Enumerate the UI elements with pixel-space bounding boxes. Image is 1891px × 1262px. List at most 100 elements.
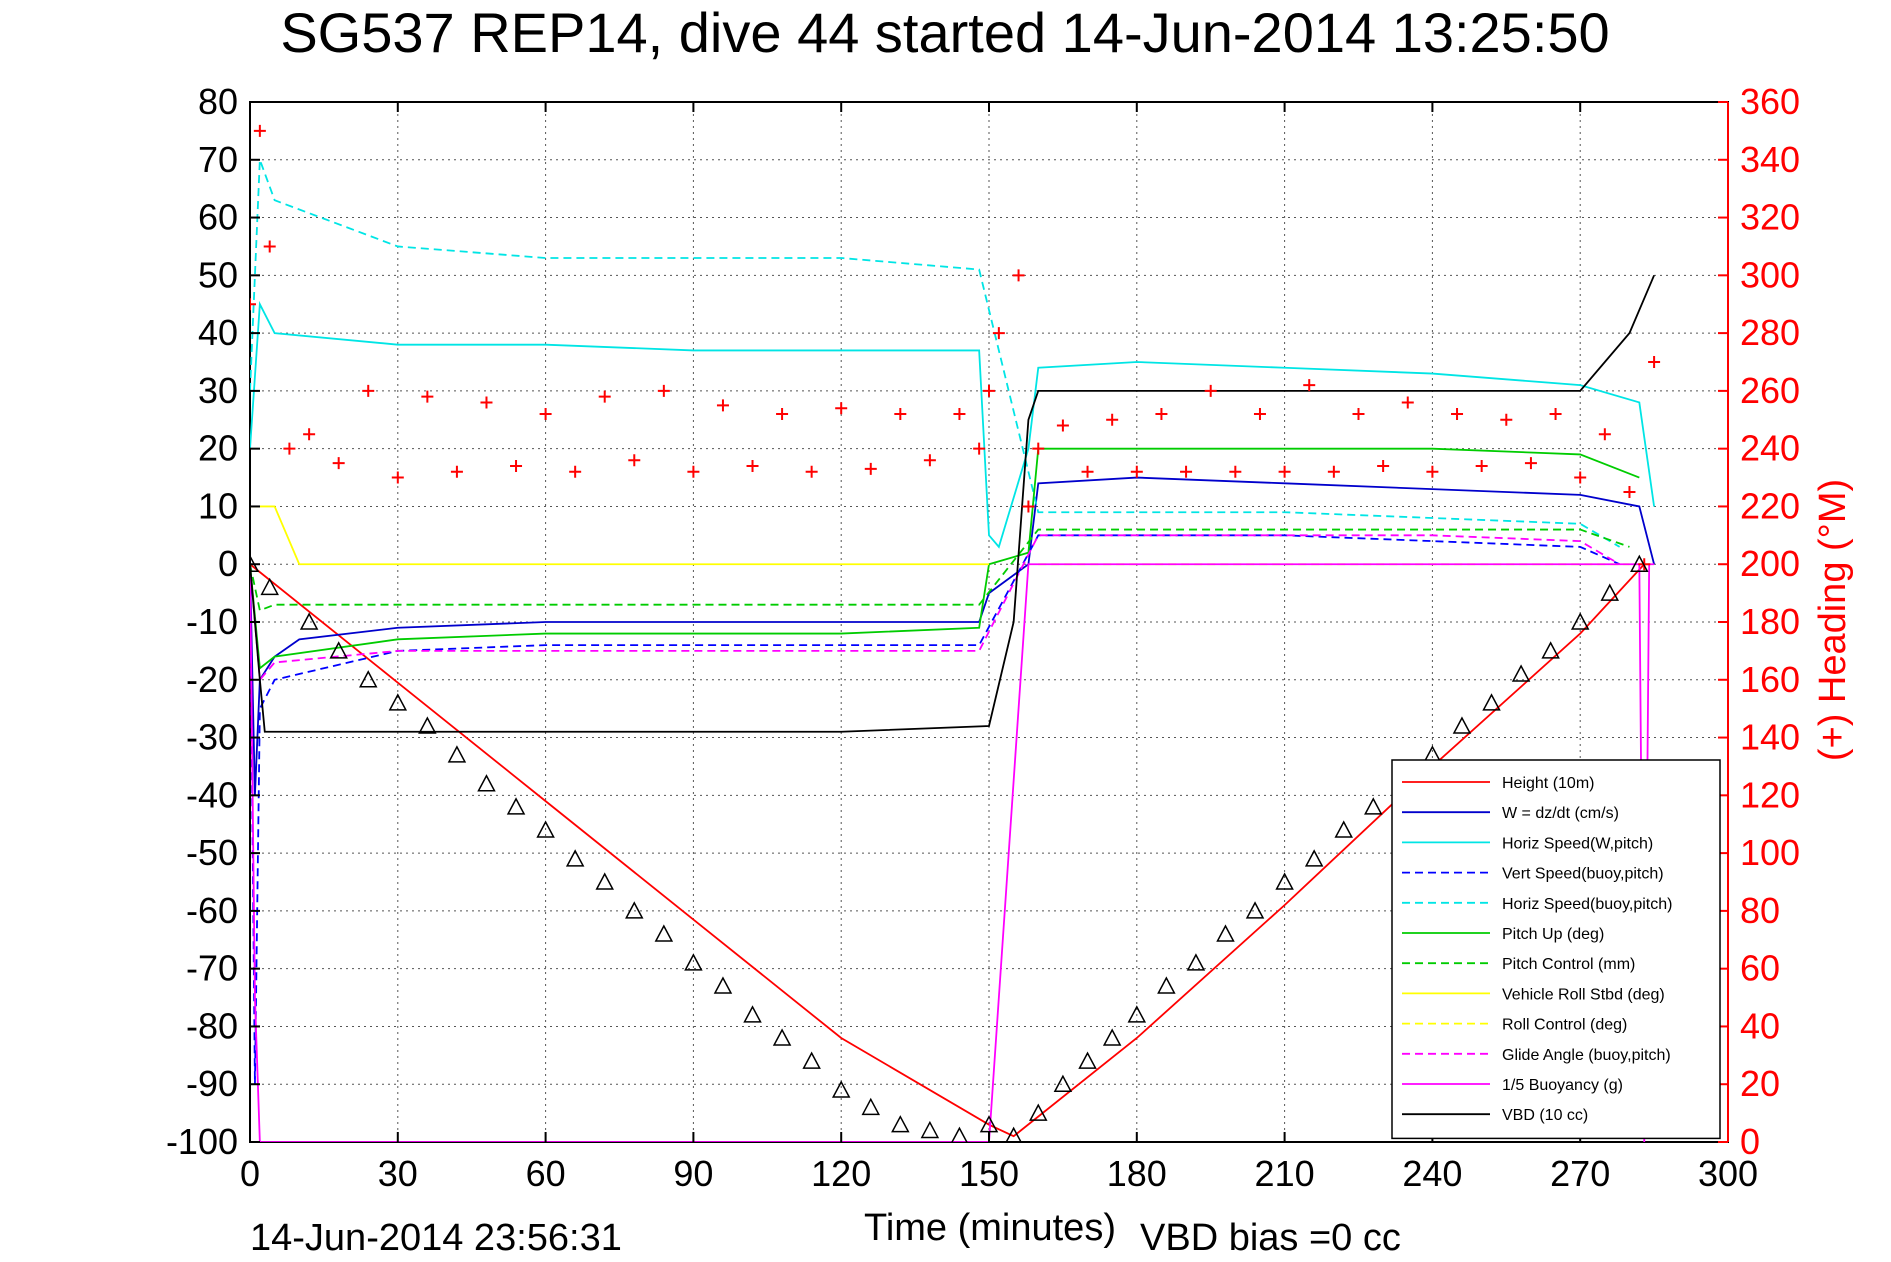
series-heading-point — [1012, 269, 1025, 282]
y-tick-label-right: 320 — [1740, 197, 1800, 238]
series-heading-point — [628, 454, 641, 467]
y-tick-label-right: 60 — [1740, 948, 1780, 989]
series-depth-markers-point — [891, 1115, 910, 1133]
series-depth-markers-point — [1053, 1074, 1073, 1092]
y-tick-label: 20 — [198, 428, 238, 469]
legend-label: Glide Angle (buoy,pitch) — [1502, 1047, 1671, 1064]
series-depth-markers-point — [979, 1115, 999, 1133]
series-depth-markers-point — [625, 901, 644, 919]
series-heading-point — [1377, 460, 1390, 472]
y-tick-label: -20 — [186, 659, 238, 700]
series-heading-point — [864, 462, 877, 475]
y-tick-label: 80 — [198, 81, 238, 122]
series-heading-point — [1598, 428, 1611, 441]
series-depth-markers-point — [1127, 1005, 1147, 1023]
legend-label: 1/5 Buoyancy (g) — [1502, 1077, 1623, 1094]
marker-layer — [250, 124, 1661, 1142]
y-tick-label-right: 340 — [1740, 139, 1800, 180]
series-heading-point — [1451, 408, 1464, 420]
series-depth-markers-point — [1541, 641, 1560, 659]
y-tick-label: 40 — [198, 312, 238, 353]
footer-vbd-bias: VBD bias =0 cc — [1140, 1217, 1401, 1259]
series-depth-markers-point — [1078, 1051, 1097, 1069]
y-tick-label: -30 — [186, 717, 238, 758]
y-axis-ticks-left: 80 70 60 50 40 30 20 10 0 -10 -20 -30 -40 -50 -60 -70 -8… — [166, 81, 260, 1162]
y-axis-label-right: (+) Heading (°M) — [1812, 479, 1854, 761]
series-pitch-control-mm — [250, 528, 1630, 612]
series-depth-markers-point — [1630, 554, 1649, 572]
series-horiz-speed-w-pitch — [250, 300, 1655, 549]
series-heading-point — [973, 442, 986, 455]
series-heading-point — [716, 399, 729, 412]
y-tick-label: -10 — [186, 601, 238, 642]
series-depth-markers-point — [1216, 924, 1235, 942]
series-heading-point — [450, 465, 463, 478]
series-depth-markers-point — [388, 693, 408, 711]
y-tick-label: -80 — [186, 1005, 238, 1046]
y-tick-label: 30 — [198, 370, 238, 411]
series-heading-point — [391, 471, 404, 484]
series-heading-point — [992, 327, 1005, 340]
series-heading-point — [835, 402, 848, 415]
series-depth-markers-point — [418, 716, 437, 734]
y-tick-label: 60 — [198, 197, 238, 238]
series-depth-markers-point — [447, 745, 467, 763]
series-heading-point — [1056, 419, 1069, 432]
series-heading-point — [1204, 384, 1217, 397]
series-heading-point — [1549, 408, 1562, 420]
series-heading-point — [1327, 465, 1340, 478]
series-heading-point — [283, 442, 296, 455]
series-heading-point — [332, 457, 345, 470]
series-heading-point — [657, 384, 670, 397]
series-depth-markers-point — [260, 577, 279, 596]
series-depth-markers-point — [1029, 1103, 1048, 1121]
series-depth-markers-point — [565, 849, 585, 867]
series-heading-point — [1032, 442, 1045, 455]
series-heading-point — [253, 124, 266, 137]
series-heading-point — [1623, 486, 1636, 498]
y-tick-label-right: 240 — [1740, 428, 1800, 469]
series-depth-markers-point — [1245, 901, 1265, 919]
series-heading-point — [539, 408, 552, 420]
series-heading-point — [776, 408, 789, 420]
series-heading-point — [687, 465, 700, 478]
series-depth-markers-point — [1511, 664, 1531, 682]
series-heading-point — [1130, 465, 1143, 478]
series-depth-markers-point — [1157, 976, 1176, 994]
y-tick-label: -70 — [186, 948, 238, 989]
y-tick-label: -60 — [186, 890, 238, 931]
y-tick-label: -100 — [166, 1121, 238, 1162]
y-tick-label-right: 20 — [1740, 1063, 1780, 1104]
series-depth-markers-point — [299, 612, 319, 630]
series-vehicle-roll-stbd-deg — [250, 505, 989, 566]
series-depth-markers-point — [951, 1126, 968, 1142]
series-depth-markers-point — [1334, 820, 1353, 838]
x-tick-label: 240 — [1402, 1153, 1462, 1194]
series-heading-point — [746, 460, 759, 472]
series-depth-markers-point — [1364, 797, 1383, 815]
x-axis-ticks: 0 30 60 90 120 150 180 210 240 270 300 — [240, 102, 1758, 1194]
series-heading-point — [480, 396, 493, 409]
series-heading-point — [510, 460, 523, 472]
series-heading-point — [421, 390, 434, 403]
y-tick-label-right: 360 — [1740, 81, 1800, 122]
x-tick-label: 300 — [1698, 1153, 1758, 1194]
series-depth-markers-point — [802, 1051, 821, 1069]
series-heading-point — [1229, 465, 1242, 478]
series-heading-point — [805, 465, 818, 478]
series-depth-markers-point — [506, 797, 526, 815]
legend: Height (10m) W = dz/dt (cm/s) Horiz Speed(… — [1391, 759, 1721, 1140]
series-depth-markers-point — [358, 670, 378, 688]
series-heading-point — [263, 240, 276, 253]
series-heading-point — [923, 454, 936, 467]
series-heading-point — [1426, 465, 1439, 478]
series-depth-markers-point — [329, 641, 348, 659]
series-heading-point — [250, 298, 256, 311]
series-pitch-up-deg — [250, 447, 1640, 670]
series-depth-markers-point — [684, 953, 703, 971]
x-tick-label: 0 — [240, 1153, 260, 1194]
series-heading-point — [894, 408, 907, 420]
y-tick-label-right: 80 — [1740, 890, 1780, 931]
series-depth-markers-point — [831, 1080, 851, 1098]
series-heading-point — [1022, 500, 1035, 513]
